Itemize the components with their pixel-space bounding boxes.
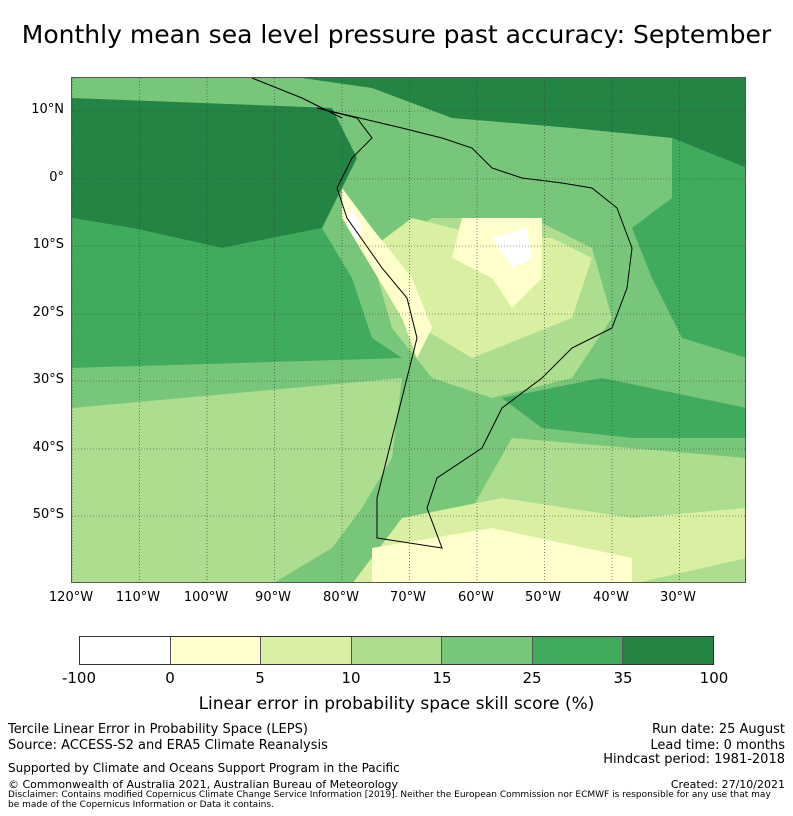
skill-region-mid-pacific (72, 218, 402, 368)
colorbar (79, 636, 714, 665)
skill-region-yellow-south (372, 528, 632, 582)
lon-label-50w: 50°W (525, 590, 561, 605)
coastline (316, 107, 633, 549)
lat-label-50s: 50°S (32, 507, 64, 522)
colorbar-segment-2 (170, 637, 262, 664)
colorbar-tick-5: 5 (255, 669, 265, 687)
skill-map (71, 77, 746, 583)
lon-label-40w: 40°W (593, 590, 629, 605)
footer-created: Created: 27/10/2021 (670, 778, 785, 791)
map-title: Monthly mean sea level pressure past acc… (21, 20, 772, 49)
colorbar-tick-35: 35 (613, 669, 633, 687)
footer-source: Source: ACCESS-S2 and ERA5 Climate Reana… (8, 738, 328, 753)
skill-region-dark-pacific (72, 98, 357, 248)
lon-label-70w: 70°W (390, 590, 426, 605)
colorbar-tick-0: 0 (165, 669, 175, 687)
skill-region-light-south (72, 378, 402, 582)
lat-label-20s: 20°S (32, 305, 64, 320)
lon-label-120w: 120°W (48, 590, 94, 605)
skill-region-mid-atlantic (632, 138, 745, 358)
footer-lead-time: Lead time: 0 months (650, 738, 785, 753)
colorbar-tick-10: 10 (341, 669, 361, 687)
lat-label-10n: 10°N (31, 102, 64, 117)
colorbar-tick-100: 100 (699, 669, 729, 687)
colorbar-segment-1 (80, 637, 171, 664)
skill-region-mid-south (502, 378, 745, 438)
lat-label-30s: 30°S (32, 372, 64, 387)
lon-label-80w: 80°W (323, 590, 359, 605)
colorbar-segment-7 (623, 637, 714, 664)
colorbar-segment-4 (351, 637, 443, 664)
footer-supported: Supported by Climate and Oceans Support … (8, 761, 400, 775)
colorbar-tick-25: 25 (522, 669, 542, 687)
lat-label-10s: 10°S (32, 237, 64, 252)
footer-disclaimer-2: be made of the Copernicus Information or… (8, 800, 274, 810)
lat-label-0: 0° (49, 170, 64, 185)
lon-label-30w: 30°W (660, 590, 696, 605)
colorbar-segment-5 (442, 637, 533, 664)
colorbar-label: Linear error in probability space skill … (198, 694, 595, 714)
lat-label-40s: 40°S (32, 440, 64, 455)
colorbar-tick-minus100: -100 (61, 669, 97, 687)
lon-label-90w: 90°W (255, 590, 291, 605)
coastline-central (251, 78, 343, 119)
footer-disclaimer-1: Disclaimer: Contains modified Copernicus… (8, 790, 771, 800)
lon-label-100w: 100°W (183, 590, 229, 605)
colorbar-tick-15: 15 (432, 669, 452, 687)
footer-run-date: Run date: 25 August (651, 722, 785, 737)
skill-region-dark-caribbean (302, 78, 745, 168)
colorbar-segment-3 (261, 637, 352, 664)
skill-region-white (492, 228, 532, 268)
skill-map-svg (72, 78, 745, 582)
colorbar-segment-6 (532, 637, 624, 664)
footer-copyright: © Commonwealth of Australia 2021, Austra… (8, 778, 398, 791)
lon-label-60w: 60°W (458, 590, 494, 605)
footer-leps: Tercile Linear Error in Probability Spac… (8, 722, 308, 737)
lon-label-110w: 110°W (115, 590, 161, 605)
footer-hindcast: Hindcast period: 1981-2018 (603, 752, 785, 767)
